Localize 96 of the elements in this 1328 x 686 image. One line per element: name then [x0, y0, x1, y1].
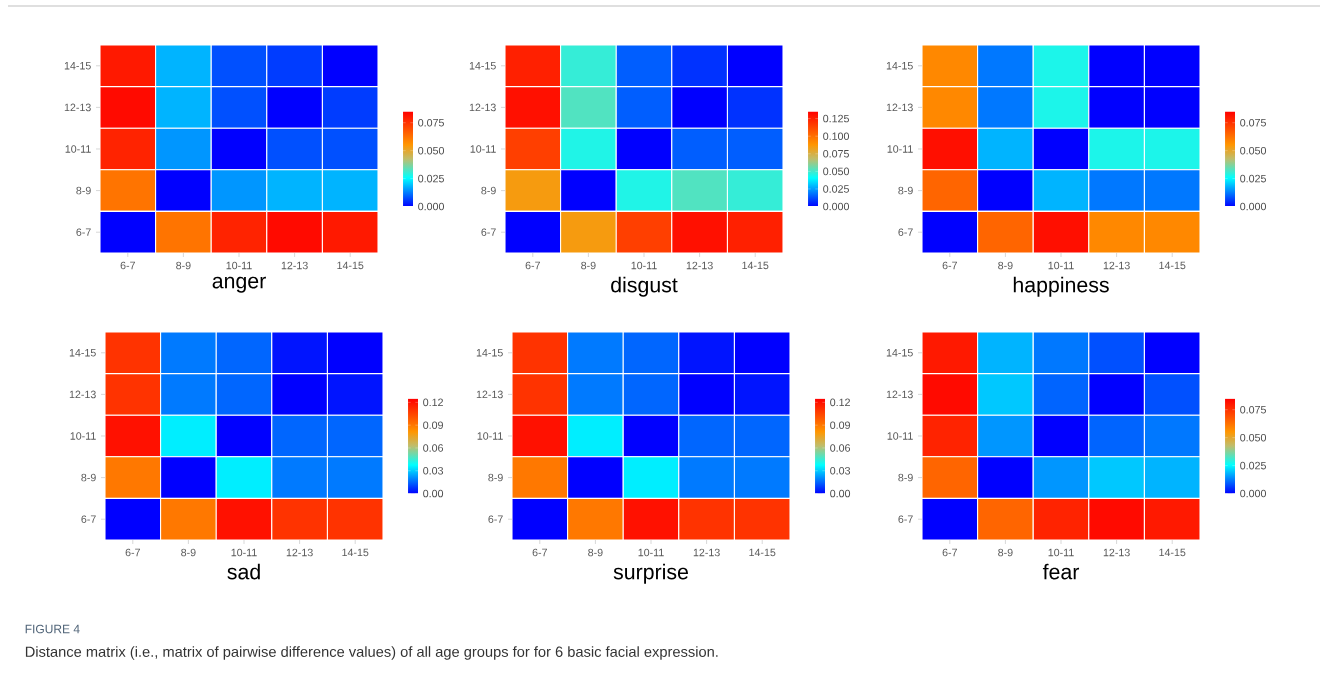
x-tick-label: 8-9 — [581, 261, 596, 270]
x-tick-label: 10-11 — [231, 548, 257, 557]
color-bar-label: 0.06 — [423, 444, 444, 452]
color-bar-label: 0.000 — [1240, 489, 1267, 498]
text: happiness — [1013, 276, 1109, 297]
x-tick-label: 10-11 — [638, 548, 664, 557]
color-bar-label: 0.125 — [823, 114, 849, 123]
y-tick-label: 14-15 — [69, 349, 96, 357]
y-tick-label: 12-13 — [476, 390, 503, 399]
x-tick-label: 14-15 — [749, 548, 776, 557]
x-tick-label: 8-9 — [998, 261, 1013, 270]
y-tick-label: 12-13 — [886, 103, 913, 112]
color-bar-label: 0.050 — [418, 146, 445, 155]
text: Distance matrix (i.e., matrix of pairwise difference values) of all age groups for for 6 basic facial expression. — [25, 646, 718, 660]
color-bar-label: 0.100 — [823, 132, 850, 140]
x-tick-label: 8-9 — [176, 261, 191, 270]
color-bar-label: 0.000 — [823, 202, 850, 211]
y-tick-label: 10-11 — [70, 432, 96, 440]
y-tick-label: 12-13 — [469, 103, 496, 112]
color-bar-label: 0.050 — [1240, 146, 1267, 155]
color-bar-label: 0.12 — [423, 398, 443, 407]
y-tick-label: 6-7 — [81, 515, 96, 523]
x-tick-label: 14-15 — [342, 548, 369, 557]
color-bar-label: 0.09 — [423, 421, 443, 429]
x-tick-label: 14-15 — [1159, 548, 1186, 557]
text: anger — [212, 276, 266, 293]
y-tick-label: 10-11 — [887, 145, 913, 153]
x-tick-label: 10-11 — [631, 261, 657, 270]
x-tick-label: 6-7 — [942, 548, 957, 557]
x-tick-label: 14-15 — [337, 261, 364, 270]
y-tick-label: 8-9 — [898, 473, 913, 482]
x-tick-label: 6-7 — [942, 261, 957, 270]
color-bar-label: 0.000 — [1240, 202, 1267, 211]
color-bar-label: 0.075 — [823, 150, 849, 158]
y-tick-label: 12-13 — [886, 390, 913, 399]
color-bar-label: 0.075 — [1240, 118, 1266, 127]
color-bar-label: 0.06 — [830, 444, 851, 452]
x-tick-label: 8-9 — [998, 548, 1013, 557]
y-tick-label: 14-15 — [476, 349, 503, 357]
color-bar-label: 0.03 — [423, 466, 444, 475]
y-tick-label: 12-13 — [69, 390, 96, 399]
y-tick-label: 6-7 — [898, 515, 913, 523]
x-tick-label: 8-9 — [588, 548, 603, 557]
color-bar-label: 0.00 — [830, 489, 851, 498]
y-tick-label: 14-15 — [886, 349, 913, 357]
color-bar-label: 0.025 — [1240, 461, 1266, 470]
y-tick-label: 10-11 — [65, 145, 91, 153]
x-tick-label: 12-13 — [686, 261, 713, 270]
x-tick-label: 10-11 — [1048, 548, 1074, 557]
y-tick-label: 6-7 — [481, 228, 496, 236]
color-bar-label: 0.03 — [830, 466, 851, 475]
y-tick-label: 6-7 — [898, 228, 913, 236]
x-tick-label: 6-7 — [120, 261, 135, 270]
y-tick-label: 14-15 — [64, 62, 91, 70]
x-tick-label: 12-13 — [1103, 548, 1130, 557]
x-tick-label: 14-15 — [1159, 261, 1186, 270]
color-bar-label: 0.025 — [418, 174, 444, 183]
y-tick-label: 14-15 — [469, 62, 496, 70]
y-tick-label: 14-15 — [886, 62, 913, 70]
text: fear — [1042, 563, 1080, 580]
x-tick-label: 12-13 — [286, 548, 313, 557]
color-bar-label: 0.09 — [830, 421, 850, 429]
x-tick-label: 12-13 — [1103, 261, 1130, 270]
y-tick-label: 10-11 — [887, 432, 913, 440]
y-tick-label: 8-9 — [488, 473, 503, 482]
color-bar-label: 0.12 — [830, 398, 850, 407]
y-tick-label: 8-9 — [481, 186, 496, 195]
caption: FIGURE 4 — [25, 624, 80, 634]
color-bar-label: 0.00 — [423, 489, 444, 498]
x-tick-label: 10-11 — [226, 261, 252, 270]
x-tick-label: 6-7 — [532, 548, 547, 557]
y-tick-label: 6-7 — [488, 515, 503, 523]
y-tick-label: 6-7 — [76, 228, 91, 236]
text: surprise — [613, 563, 688, 584]
color-bar-label: 0.025 — [823, 185, 849, 193]
x-tick-label: 8-9 — [181, 548, 196, 557]
color-bar-label: 0.050 — [823, 167, 850, 176]
x-tick-label: 12-13 — [281, 261, 308, 270]
y-tick-label: 10-11 — [470, 145, 496, 153]
x-tick-label: 14-15 — [742, 261, 769, 270]
x-tick-label: 6-7 — [125, 548, 140, 557]
x-tick-label: 12-13 — [693, 548, 720, 557]
color-bar-label: 0.075 — [1240, 405, 1266, 414]
text: disgust — [611, 276, 678, 297]
x-tick-label: 10-11 — [1048, 261, 1074, 270]
y-tick-label: 8-9 — [81, 473, 96, 482]
y-tick-label: 12-13 — [64, 103, 91, 112]
color-bar-label: 0.050 — [1240, 433, 1267, 442]
text: sad — [227, 563, 260, 580]
color-bar-label: 0.075 — [418, 118, 444, 127]
color-bar-label: 0.000 — [418, 202, 445, 211]
y-tick-label: 10-11 — [477, 432, 503, 440]
color-bar-label: 0.025 — [1240, 174, 1266, 183]
y-tick-label: 8-9 — [76, 186, 91, 195]
x-tick-label: 6-7 — [525, 261, 540, 270]
y-tick-label: 8-9 — [898, 186, 913, 195]
